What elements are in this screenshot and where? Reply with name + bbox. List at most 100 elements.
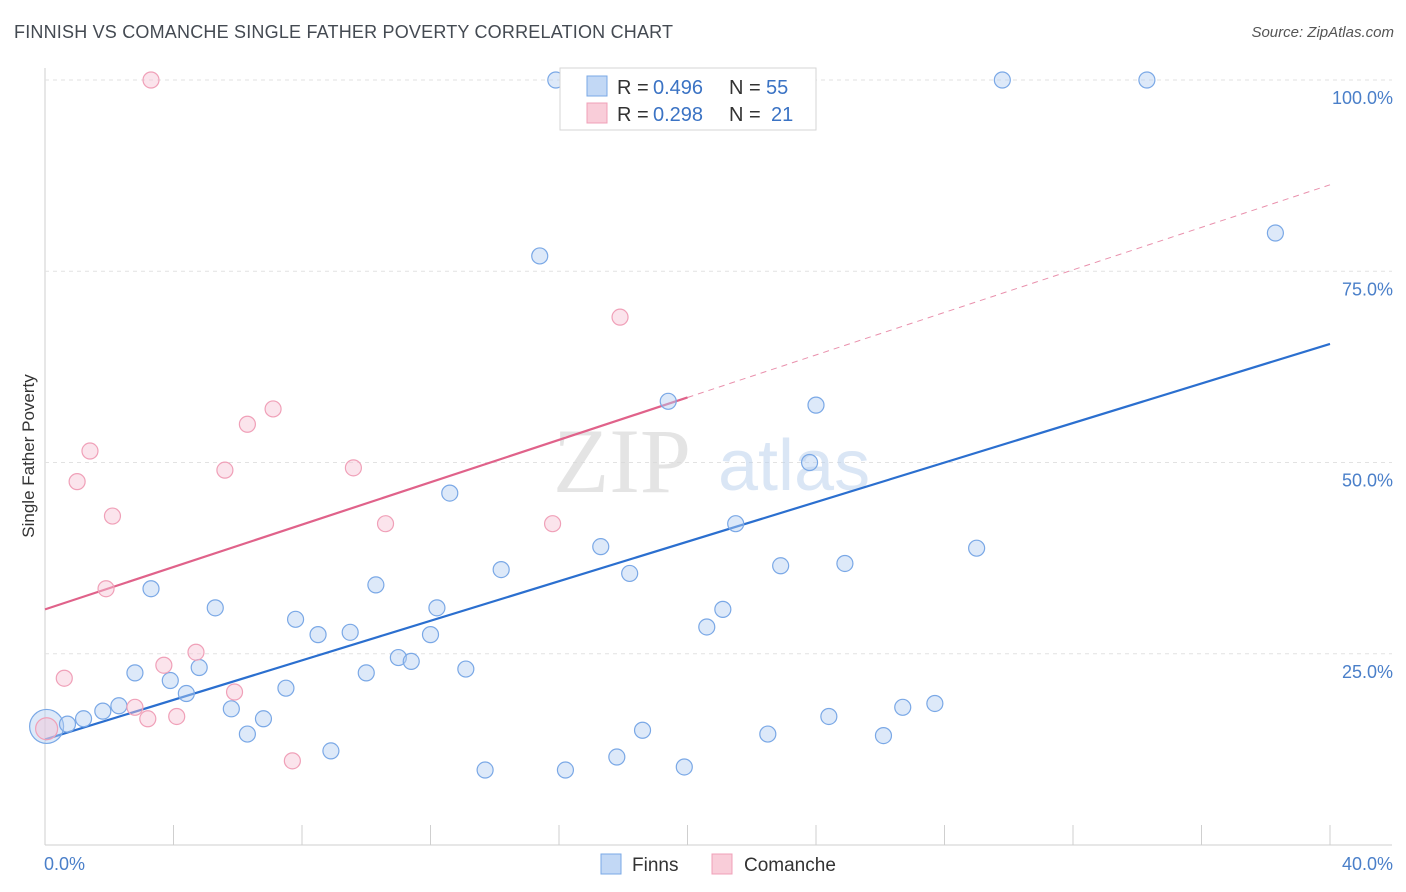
data-point-finns <box>277 679 295 697</box>
data-point-comanche <box>68 473 86 491</box>
data-point-finns <box>367 576 385 594</box>
data-point-comanche <box>142 71 160 89</box>
data-point-comanche <box>97 580 115 598</box>
data-point-finns <box>142 580 160 598</box>
x-tick-label-min: 0.0% <box>44 854 85 874</box>
data-point-finns <box>659 392 677 410</box>
y-tick-label: 25.0% <box>1342 662 1393 682</box>
data-point-comanche <box>283 752 301 770</box>
data-point-comanche <box>81 442 99 460</box>
data-point-finns <box>94 702 112 720</box>
data-point-finns <box>492 560 510 579</box>
data-point-comanche <box>155 656 173 674</box>
y-axis-label: Single Father Poverty <box>19 374 38 538</box>
data-point-finns <box>772 557 790 575</box>
legend-swatch-comanche <box>586 102 608 124</box>
data-point-finns <box>441 484 459 502</box>
data-point-finns <box>457 660 475 678</box>
data-point-finns <box>309 626 327 644</box>
data-point-finns <box>608 748 626 766</box>
data-point-comanche <box>611 308 629 326</box>
data-point-finns <box>714 600 732 618</box>
data-point-finns <box>926 694 944 713</box>
data-point-finns <box>727 515 745 533</box>
trend-line-extension-comanche <box>687 184 1331 398</box>
data-point-finns <box>177 684 195 703</box>
data-point-comanche <box>344 459 362 477</box>
trend-line-comanche <box>44 396 688 611</box>
data-point-finns <box>759 725 777 743</box>
chart-source: Source: ZipAtlas.com <box>1251 24 1394 41</box>
watermark-zip: ZIP <box>553 410 691 512</box>
data-point-comanche <box>126 698 144 716</box>
legend-r-label-finns: R = <box>617 77 649 99</box>
legend-swatch-finns <box>586 75 608 97</box>
data-point-finns <box>238 725 256 743</box>
data-point-finns <box>389 648 407 667</box>
data-point-finns <box>402 652 420 671</box>
data-point-finns <box>322 742 340 760</box>
legend-n-value-finns: 55 <box>766 77 788 99</box>
data-point-finns <box>58 715 77 733</box>
data-point-finns <box>74 710 93 728</box>
data-point-finns <box>800 453 819 472</box>
data-point-finns <box>633 721 652 739</box>
data-point-finns <box>110 697 128 715</box>
trend-line-finns <box>44 342 1331 741</box>
data-point-finns <box>126 664 144 682</box>
chart-title: FINNISH VS COMANCHE SINGLE FATHER POVERT… <box>14 22 674 42</box>
data-point-finns <box>698 618 716 636</box>
watermark-atlas: atlas <box>718 426 870 506</box>
data-point-finns <box>476 761 494 779</box>
data-point-finns <box>161 671 179 690</box>
data-point-finns <box>357 664 375 682</box>
data-point-comanche <box>216 461 234 479</box>
data-point-finns <box>531 247 549 265</box>
data-point-finns <box>968 539 986 557</box>
data-point-comanche <box>168 707 186 726</box>
data-point-comanche <box>376 515 395 533</box>
legend-r-label-comanche: R = <box>617 104 649 126</box>
y-tick-label: 100.0% <box>1332 88 1393 108</box>
data-point-finns <box>807 396 825 414</box>
data-point-finns <box>894 698 912 716</box>
data-point-finns <box>621 564 639 583</box>
y-tick-label: 50.0% <box>1342 471 1393 491</box>
data-point-comanche <box>187 643 205 661</box>
data-point-finns <box>286 610 305 628</box>
legend-n-value-comanche: 21 <box>771 104 793 126</box>
data-point-finns <box>874 727 893 745</box>
data-point-finns <box>836 554 854 573</box>
data-point-finns <box>592 538 610 556</box>
bottom-legend-label-finns: Finns <box>632 855 678 876</box>
data-point-comanche <box>103 507 122 525</box>
data-point-comanche <box>35 717 59 741</box>
data-point-finns <box>428 599 446 617</box>
data-point-finns <box>820 707 838 726</box>
bottom-legend-swatch-comanche <box>711 853 733 875</box>
data-point-finns <box>421 626 440 644</box>
data-point-finns <box>190 658 208 677</box>
data-point-finns <box>222 700 240 718</box>
data-point-finns <box>1266 224 1284 242</box>
correlation-legend: R = 0.496 N = 55 R = 0.298 N = 21 <box>559 67 817 131</box>
data-point-finns <box>675 758 693 776</box>
data-point-comanche <box>139 710 157 728</box>
legend-n-label-finns: N = <box>729 77 761 99</box>
x-tick-label-max: 40.0% <box>1342 854 1393 874</box>
data-point-comanche <box>238 415 256 433</box>
data-point-comanche <box>543 515 562 533</box>
bottom-legend-swatch-finns <box>600 853 622 875</box>
series-legend: Finns Comanche <box>600 853 836 876</box>
legend-r-value-finns: 0.496 <box>653 77 703 99</box>
data-point-comanche <box>264 400 282 418</box>
data-point-finns <box>556 761 575 779</box>
data-point-finns <box>254 710 273 728</box>
y-tick-label: 75.0% <box>1342 279 1393 299</box>
data-point-finns <box>993 71 1011 89</box>
data-point-finns <box>206 599 224 617</box>
data-point-comanche <box>225 683 244 701</box>
legend-r-value-comanche: 0.298 <box>653 104 703 126</box>
data-point-finns <box>1138 71 1156 89</box>
